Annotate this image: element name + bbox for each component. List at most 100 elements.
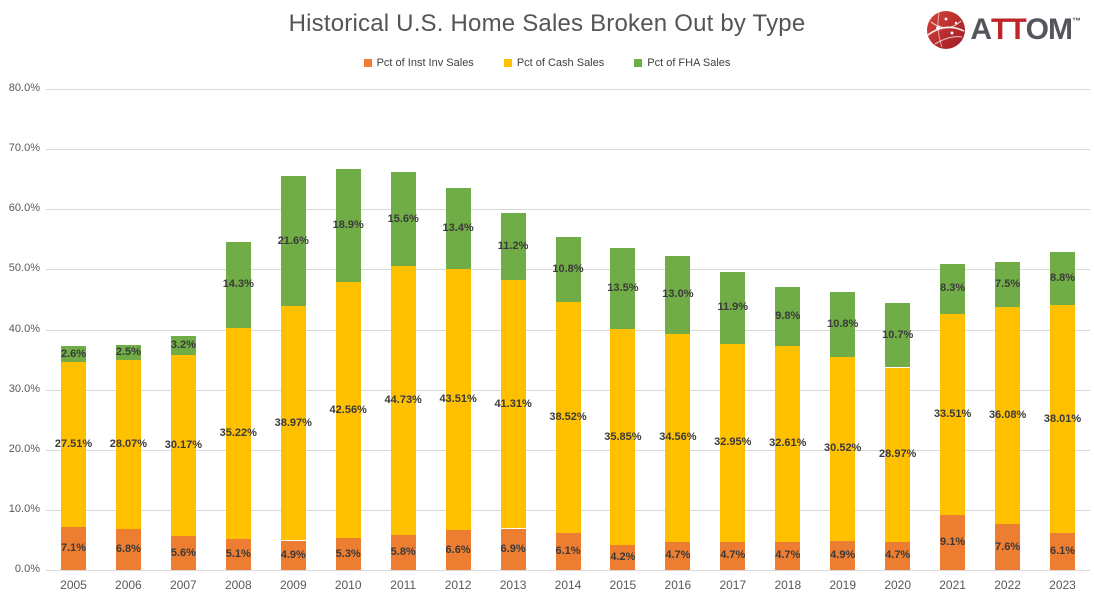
attom-globe-icon: [926, 10, 966, 50]
y-axis-tick-label: 80.0%: [8, 82, 40, 94]
page-title: Historical U.S. Home Sales Broken Out by…: [288, 10, 806, 37]
bar-segment-fha-2016: [665, 255, 691, 334]
data-label-fha-2011: 15.6%: [387, 212, 419, 225]
data-label-fha-2020: 10.7%: [882, 328, 914, 341]
bar-segment-inst-inv-2020: [885, 541, 911, 570]
legend-swatch-cash: [503, 59, 512, 67]
bar-segment-cash-2008: [225, 327, 251, 540]
data-label-inst-inv-2015: 4.2%: [610, 550, 636, 563]
x-axis-label-2017: 2017: [719, 578, 747, 592]
x-axis-label-2014: 2014: [554, 578, 582, 592]
x-axis-label-2013: 2013: [499, 578, 527, 592]
data-label-fha-2019: 10.8%: [827, 318, 859, 331]
bar-segment-fha-2010: [335, 168, 361, 283]
bar-segment-fha-2023: [1050, 251, 1075, 305]
data-label-inst-inv-2023: 6.1%: [1049, 545, 1076, 558]
data-label-cash-2013: 41.31%: [494, 397, 532, 410]
y-axis-tick-label: 70.0%: [8, 142, 40, 155]
bar-segment-cash-2020: [885, 367, 911, 542]
data-label-fha-2021: 8.3%: [940, 282, 966, 295]
data-label-cash-2014: 38.52%: [549, 411, 587, 423]
data-label-cash-2022: 36.08%: [988, 409, 1027, 422]
data-label-inst-inv-2019: 4.9%: [830, 548, 856, 561]
data-label-cash-2021: 33.51%: [933, 408, 972, 420]
bar-segment-inst-inv-2010: [335, 538, 361, 570]
data-label-inst-inv-2008: 5.1%: [225, 548, 251, 561]
data-label-inst-inv-2010: 5.3%: [335, 547, 361, 560]
bar-segment-fha-2017: [720, 272, 746, 344]
bar-segment-cash-2017: [720, 343, 746, 542]
bar-segment-inst-inv-2009: [280, 540, 306, 570]
bar-segment-inst-inv-2018: [775, 541, 801, 570]
logo-letters-tt: TT: [991, 13, 1027, 46]
x-axis-label-2006: 2006: [115, 578, 142, 592]
x-axis-label-2020: 2020: [884, 578, 912, 592]
bar-segment-fha-2018: [775, 286, 801, 346]
logo-trademark: ™: [1072, 16, 1081, 26]
data-label-fha-2012: 13.4%: [442, 221, 474, 234]
bar-segment-inst-inv-2014: [555, 533, 581, 570]
data-label-cash-2012: 43.51%: [439, 393, 477, 405]
logo-letter-a: A: [970, 13, 992, 46]
data-label-cash-2015: 35.85%: [604, 430, 642, 443]
data-label-cash-2011: 44.73%: [384, 394, 422, 407]
bar-segment-cash-2007: [170, 354, 196, 537]
data-label-fha-2006: 2.5%: [115, 346, 141, 359]
data-label-cash-2023: 38.01%: [1043, 412, 1082, 425]
legend-item-fha: Pct of FHA Sales: [634, 57, 730, 69]
x-axis-label-2022: 2022: [994, 578, 1021, 592]
bar-segment-cash-2012: [445, 268, 471, 531]
data-label-inst-inv-2006: 6.8%: [115, 543, 141, 556]
x-axis-label-2023: 2023: [1049, 578, 1076, 592]
gridline-0.0%: [46, 570, 1090, 571]
bar-segment-cash-2019: [830, 357, 856, 541]
legend-swatch-inst-inv: [363, 59, 372, 67]
bar-segment-cash-2015: [610, 329, 636, 545]
data-label-inst-inv-2011: 5.8%: [390, 546, 416, 559]
x-axis-label-2005: 2005: [60, 578, 87, 592]
bar-segment-cash-2022: [995, 307, 1021, 525]
bar-segment-inst-inv-2008: [225, 539, 251, 570]
bar-segment-fha-2013: [500, 212, 526, 281]
bar-segment-inst-inv-2016: [665, 541, 691, 570]
y-axis-tick-label: 60.0%: [8, 202, 40, 215]
y-axis-tick-label: 40.0%: [8, 322, 40, 335]
legend-label-cash: Pct of Cash Sales: [516, 57, 605, 69]
data-label-inst-inv-2012: 6.6%: [445, 543, 471, 556]
data-label-fha-2005: 2.6%: [60, 347, 87, 360]
bar-segment-fha-2005: [61, 346, 86, 362]
data-label-inst-inv-2005: 7.1%: [60, 542, 87, 555]
data-label-fha-2008: 14.3%: [222, 278, 254, 291]
data-label-cash-2007: 30.17%: [164, 439, 203, 452]
bar-segment-fha-2008: [225, 241, 251, 328]
y-axis-tick-label: 30.0%: [8, 382, 40, 395]
attom-wordmark: A TT OM ™: [970, 13, 1081, 46]
x-axis-label-2007: 2007: [170, 578, 197, 592]
bar-segment-inst-inv-2021: [940, 515, 966, 570]
bar-segment-inst-inv-2007: [170, 536, 196, 570]
data-label-inst-inv-2018: 4.7%: [775, 549, 801, 562]
data-label-inst-inv-2020: 4.7%: [885, 549, 911, 562]
data-label-inst-inv-2022: 7.6%: [995, 540, 1021, 553]
data-label-inst-inv-2009: 4.9%: [280, 548, 306, 561]
data-label-inst-inv-2014: 6.1%: [555, 545, 581, 558]
legend-item-cash: Pct of Cash Sales: [503, 57, 605, 69]
bar-segment-fha-2020: [885, 303, 911, 368]
x-axis-label-2015: 2015: [609, 578, 637, 592]
y-axis-tick-label: 20.0%: [8, 442, 40, 455]
x-axis-label-2012: 2012: [444, 578, 472, 592]
chart-legend: Pct of Inst Inv Sales Pct of Cash Sales Pc…: [0, 57, 1094, 69]
bar-segment-fha-2021: [940, 263, 966, 314]
bar-segment-cash-2006: [115, 360, 141, 530]
bar-segment-fha-2012: [445, 188, 471, 269]
x-axis-label-2011: 2011: [390, 578, 417, 592]
data-label-cash-2016: 34.56%: [659, 431, 697, 444]
data-label-fha-2017: 11.9%: [717, 301, 749, 314]
data-label-cash-2006: 28.07%: [109, 438, 148, 451]
data-label-fha-2014: 10.8%: [552, 262, 584, 275]
bar-segment-inst-inv-2012: [445, 530, 471, 570]
bar-segment-inst-inv-2013: [500, 528, 526, 570]
data-label-cash-2009: 38.97%: [274, 416, 312, 429]
bar-segment-fha-2015: [610, 248, 636, 330]
